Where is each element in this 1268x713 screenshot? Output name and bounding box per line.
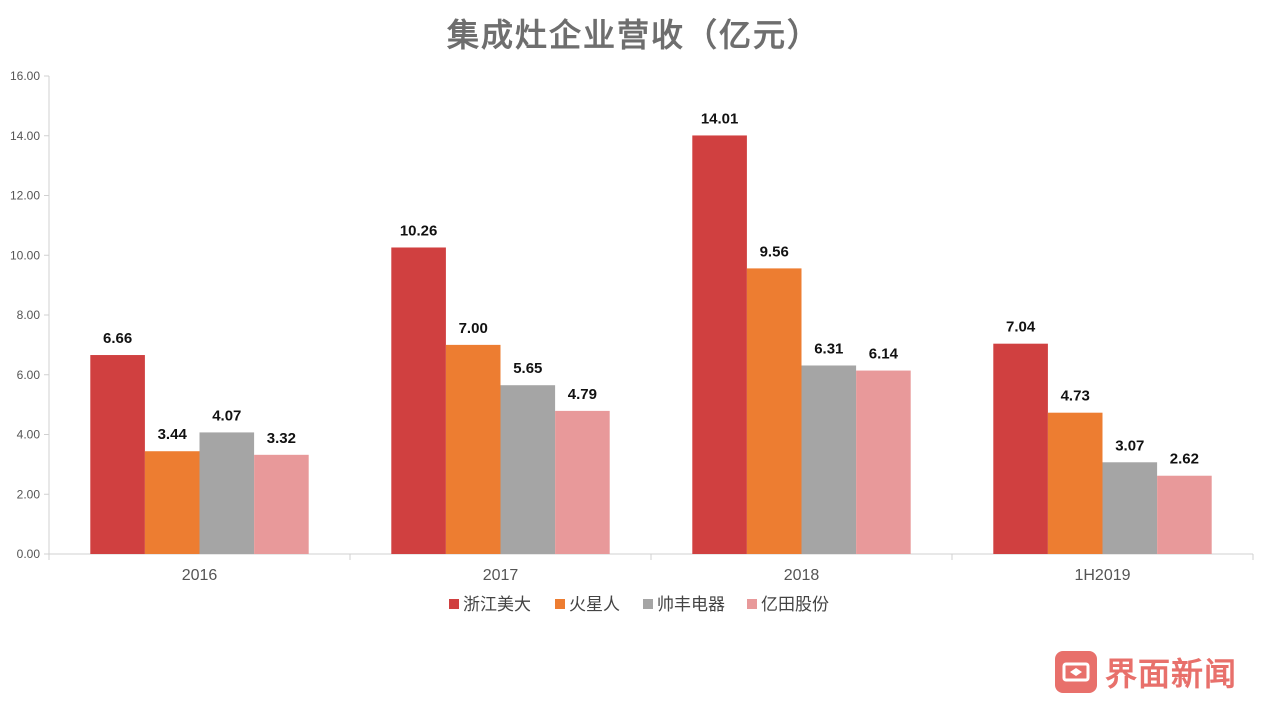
watermark-text: 界面新闻 <box>1105 655 1238 693</box>
y-tick-label: 12.00 <box>10 189 40 203</box>
bar <box>856 370 911 554</box>
data-label: 6.14 <box>869 346 899 363</box>
data-label: 3.32 <box>267 430 296 447</box>
x-category-label: 2018 <box>784 567 820 584</box>
legend-label: 浙江美大 <box>463 595 531 615</box>
data-label: 2.62 <box>1170 451 1199 468</box>
bar <box>555 410 610 554</box>
x-category-label: 2016 <box>182 567 218 584</box>
legend-label: 火星人 <box>569 595 620 615</box>
x-category-label: 1H2019 <box>1074 567 1130 584</box>
y-tick-label: 8.00 <box>17 308 41 322</box>
data-label: 4.07 <box>212 407 241 424</box>
chart-title: 集成灶企业营收（亿元） <box>446 16 821 54</box>
y-tick-label: 6.00 <box>17 368 41 382</box>
data-labels-group: 6.66 3.44 4.07 3.32 10.26 7.00 5.65 4.79 14.01 9.… <box>103 110 1199 467</box>
bar <box>254 454 309 554</box>
legend-swatch <box>643 599 653 609</box>
data-label: 6.66 <box>103 330 132 347</box>
data-label: 9.56 <box>760 243 789 260</box>
y-tick-label: 2.00 <box>17 487 41 501</box>
jiemian-logo-icon <box>1055 651 1097 693</box>
bar <box>391 247 446 555</box>
data-label: 6.31 <box>814 340 843 357</box>
bar <box>746 268 802 554</box>
legend-swatch <box>747 599 757 609</box>
bar <box>445 344 501 554</box>
x-axis: 2016 2017 2018 1H2019 <box>48 553 1254 584</box>
bars-group <box>90 135 1212 555</box>
bar <box>500 385 556 554</box>
legend-label: 帅丰电器 <box>657 595 725 615</box>
y-tick-label: 16.00 <box>10 69 40 83</box>
data-label: 3.07 <box>1115 437 1144 454</box>
data-label: 7.00 <box>459 320 488 337</box>
data-label: 10.26 <box>400 222 438 239</box>
legend-swatch <box>449 599 459 609</box>
bar <box>1157 475 1212 554</box>
y-tick-label: 10.00 <box>10 248 40 262</box>
data-label: 5.65 <box>513 360 542 377</box>
y-tick-label: 14.00 <box>10 129 40 143</box>
bar <box>199 432 255 554</box>
bar <box>993 343 1048 554</box>
bar <box>692 135 747 555</box>
bar <box>801 365 857 554</box>
legend-label: 亿田股份 <box>761 595 829 615</box>
data-label: 14.01 <box>701 110 739 127</box>
bar <box>144 451 200 554</box>
y-axis: 0.00 2.00 4.00 6.00 8.00 10.00 12.00 14.00 16.00 <box>10 69 50 561</box>
data-label: 7.04 <box>1006 319 1036 336</box>
bar <box>90 355 145 554</box>
x-category-label: 2017 <box>483 567 519 584</box>
bar <box>1047 412 1103 554</box>
legend: 浙江美大 火星人 帅丰电器 亿田股份 <box>449 595 829 615</box>
data-label: 3.44 <box>158 426 188 443</box>
legend-swatch <box>555 599 565 609</box>
y-tick-label: 0.00 <box>17 547 41 561</box>
data-label: 4.73 <box>1061 388 1090 405</box>
watermark-logo: 界面新闻 <box>1055 650 1237 694</box>
data-label: 4.79 <box>568 386 597 403</box>
bar <box>1102 462 1158 554</box>
y-tick-label: 4.00 <box>17 428 41 442</box>
